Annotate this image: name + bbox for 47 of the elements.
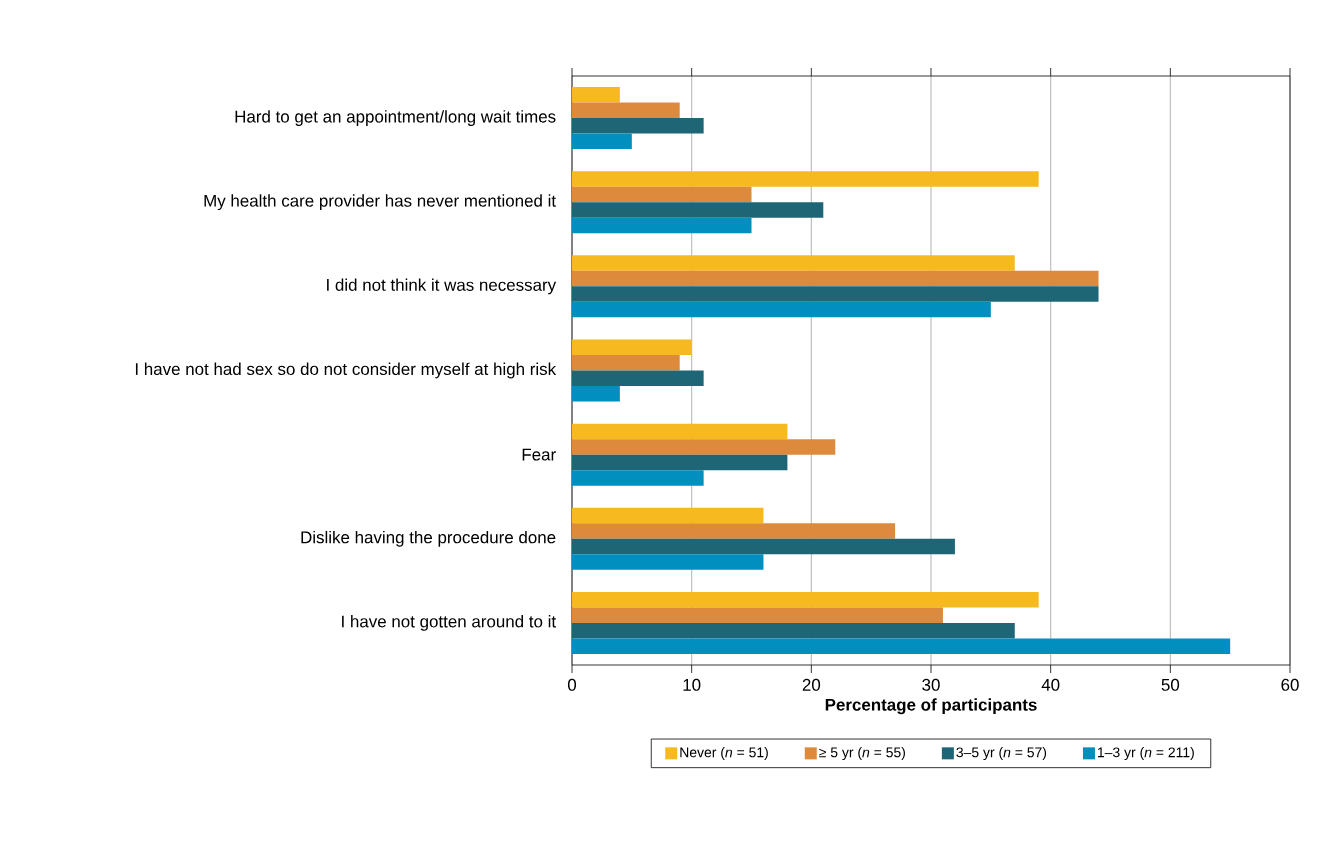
bar [572,186,752,203]
bar [572,255,1015,271]
x-axis-title: Percentage of participants [825,698,1037,715]
bar [572,102,680,119]
bar [572,217,752,234]
x-tick-label: 40 [1041,678,1060,691]
bar [572,339,692,356]
bar [572,370,704,387]
bar [572,202,824,218]
legend-label: 3–5 yr (n = 57) [956,747,1047,761]
bar [572,439,836,455]
bar [572,286,1099,302]
bar [572,171,1039,187]
y-tick-label: I have not had sex so do not consider myself at high risk [135,362,557,379]
bar [572,133,632,150]
bar [572,454,788,471]
bar [572,87,620,103]
bar [572,118,704,134]
y-tick-label: Hard to get an appointment/long wait times [235,110,556,126]
y-tick-label: My health care provider has never mentioned it [204,194,556,211]
x-tick-label: 60 [1281,678,1299,691]
x-tick-label: 30 [922,678,940,691]
x-tick-label: 20 [802,678,821,691]
y-tick-label: Dislike having the procedure done [301,530,556,547]
bar [572,538,955,555]
bar [572,355,680,371]
y-tick-label: I have not gotten around to it [342,615,556,631]
bar [572,507,764,524]
bar [572,423,788,440]
x-tick-label: 10 [683,678,701,691]
y-tick-label: Fear [522,448,556,461]
bar [572,301,991,318]
bar [572,554,764,570]
bar [572,470,704,486]
bar [572,270,1099,287]
x-tick-label: 50 [1161,678,1180,691]
legend-label: Never (n = 51) [680,747,768,761]
bar [572,638,1231,654]
bar [572,622,1015,639]
legend-label: 1–3 yr (n = 211) [1098,747,1194,761]
bar [572,591,1039,608]
x-tick-label: 0 [567,678,577,691]
bar [572,523,896,539]
bar [572,386,620,402]
y-tick-label: I did not think it was necessary [327,278,557,295]
legend-label: ≥ 5 yr (n = 55) [819,747,905,761]
bar [572,607,943,623]
